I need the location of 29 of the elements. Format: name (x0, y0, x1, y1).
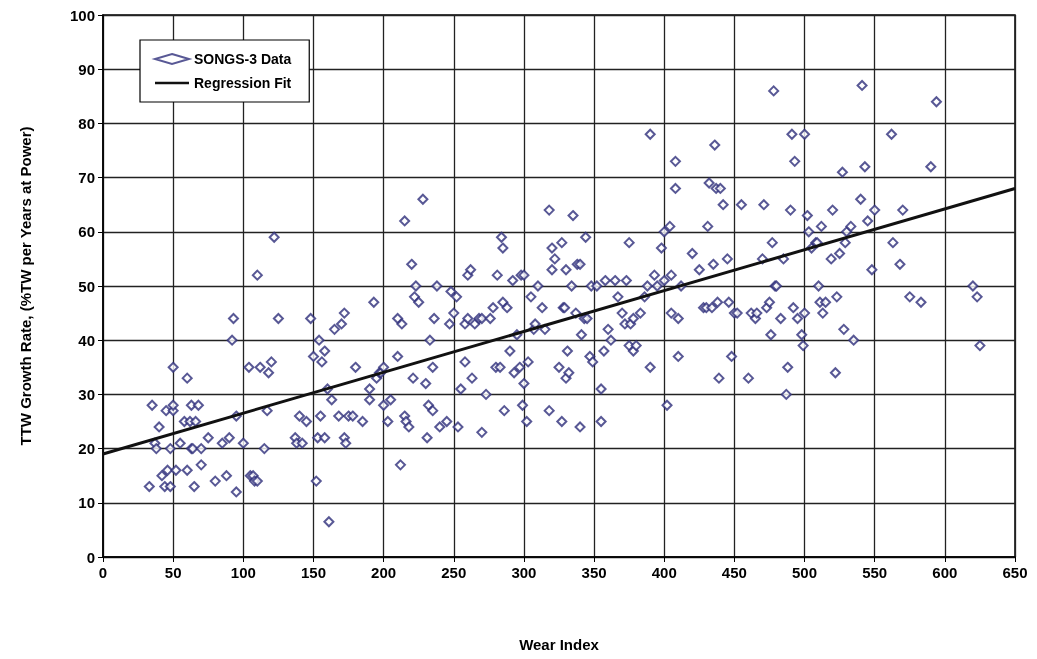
x-tick-label: 250 (441, 564, 467, 581)
y-tick-label: 50 (78, 277, 95, 295)
y-tick-label: 20 (78, 440, 95, 458)
y-tick-label: 60 (78, 223, 95, 241)
y-tick-label: 70 (78, 169, 95, 187)
x-tick-label: 100 (230, 564, 256, 581)
legend-label: Regression Fit (194, 75, 292, 91)
x-tick-label: 650 (1002, 564, 1028, 581)
x-tick-label: 350 (581, 564, 607, 581)
y-tick-label: 30 (78, 385, 95, 403)
x-tick-label: 0 (98, 564, 108, 581)
x-tick-label: 450 (721, 564, 747, 581)
y-tick-label: 90 (78, 60, 95, 78)
x-tick-label: 400 (651, 564, 677, 581)
y-tick-label: 80 (78, 114, 95, 132)
x-tick-label: 200 (371, 564, 397, 581)
x-tick-label: 300 (511, 564, 537, 581)
y-tick-label: 40 (78, 331, 95, 349)
x-tick-label: 500 (792, 564, 818, 581)
x-tick-label: 150 (300, 564, 326, 581)
legend-label: SONGS-3 Data (194, 51, 292, 67)
x-tick-label: 600 (932, 564, 958, 581)
y-tick-label: 0 (86, 548, 95, 566)
x-tick-label: 50 (164, 564, 182, 581)
y-axis-title: TTW Growth Rate, (%TW per Years at Power) (17, 126, 34, 446)
x-axis-title: Wear Index (519, 636, 600, 653)
x-tick-label: 550 (862, 564, 888, 581)
y-tick-label: 100 (69, 6, 95, 24)
y-tick-label: 10 (78, 494, 95, 512)
